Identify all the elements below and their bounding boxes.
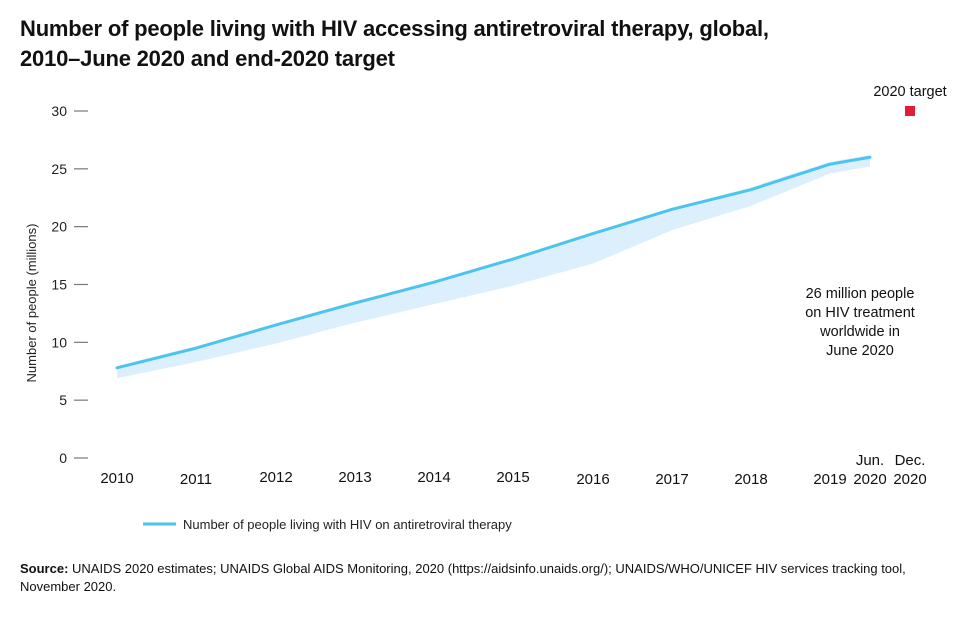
x-tick-label: 2013 xyxy=(338,469,371,486)
source-note: Source: UNAIDS 2020 estimates; UNAIDS Gl… xyxy=(20,560,940,596)
annotation-line: worldwide in xyxy=(819,324,900,340)
legend-label: Number of people living with HIV on anti… xyxy=(183,517,512,532)
chart-title-line-2: 2010–June 2020 and end-2020 target xyxy=(20,46,395,71)
x-tick-label: Dec. xyxy=(895,452,926,469)
source-text: UNAIDS 2020 estimates; UNAIDS Global AID… xyxy=(20,561,906,594)
annotation-line: June 2020 xyxy=(826,343,894,359)
x-tick-label: 2017 xyxy=(655,471,688,488)
y-tick-label: 20 xyxy=(51,219,67,235)
x-tick-label: 2020 xyxy=(853,471,886,488)
x-tick-label: 2016 xyxy=(576,471,609,488)
x-tick-label: 2018 xyxy=(734,471,767,488)
x-tick-label: 2010 xyxy=(100,470,133,487)
y-tick-label: 15 xyxy=(51,277,67,293)
chart-title: Number of people living with HIV accessi… xyxy=(20,14,940,74)
x-tick-label: 2019 xyxy=(813,471,846,488)
y-tick-label: 10 xyxy=(51,334,67,350)
chart-title-line-1: Number of people living with HIV accessi… xyxy=(20,16,769,41)
annotation-line: on HIV treatment xyxy=(805,305,915,321)
annotation-text: 26 million people on HIV treatment worldwi… xyxy=(805,286,915,359)
y-axis-title: Number of people (millions) xyxy=(24,224,39,383)
y-tick-label: 25 xyxy=(51,161,67,177)
y-tick-label: 0 xyxy=(59,450,67,466)
y-tick-label: 30 xyxy=(51,103,67,119)
uncertainty-band xyxy=(117,154,870,379)
x-tick-label: Jun. xyxy=(856,452,884,469)
target-marker xyxy=(905,106,915,116)
x-axis: 2010 2011 2012 2013 2014 2015 2016 2017 2018 2019… xyxy=(100,452,926,488)
x-tick-label: 2020 xyxy=(893,471,926,488)
source-label: Source: xyxy=(20,561,69,576)
annotation-line: 26 million people xyxy=(806,286,915,302)
target-label: 2020 target xyxy=(873,84,946,100)
x-tick-label: 2012 xyxy=(259,469,292,486)
x-tick-label: 2011 xyxy=(180,471,212,488)
y-axis: 0 5 10 15 20 25 30 xyxy=(51,103,88,466)
legend: Number of people living with HIV on anti… xyxy=(143,517,512,532)
y-tick-label: 5 xyxy=(59,392,67,408)
series-line xyxy=(115,155,872,370)
x-tick-label: 2015 xyxy=(496,469,529,486)
plot-area: 2020 target xyxy=(115,84,947,379)
x-tick-label: 2014 xyxy=(417,469,450,486)
